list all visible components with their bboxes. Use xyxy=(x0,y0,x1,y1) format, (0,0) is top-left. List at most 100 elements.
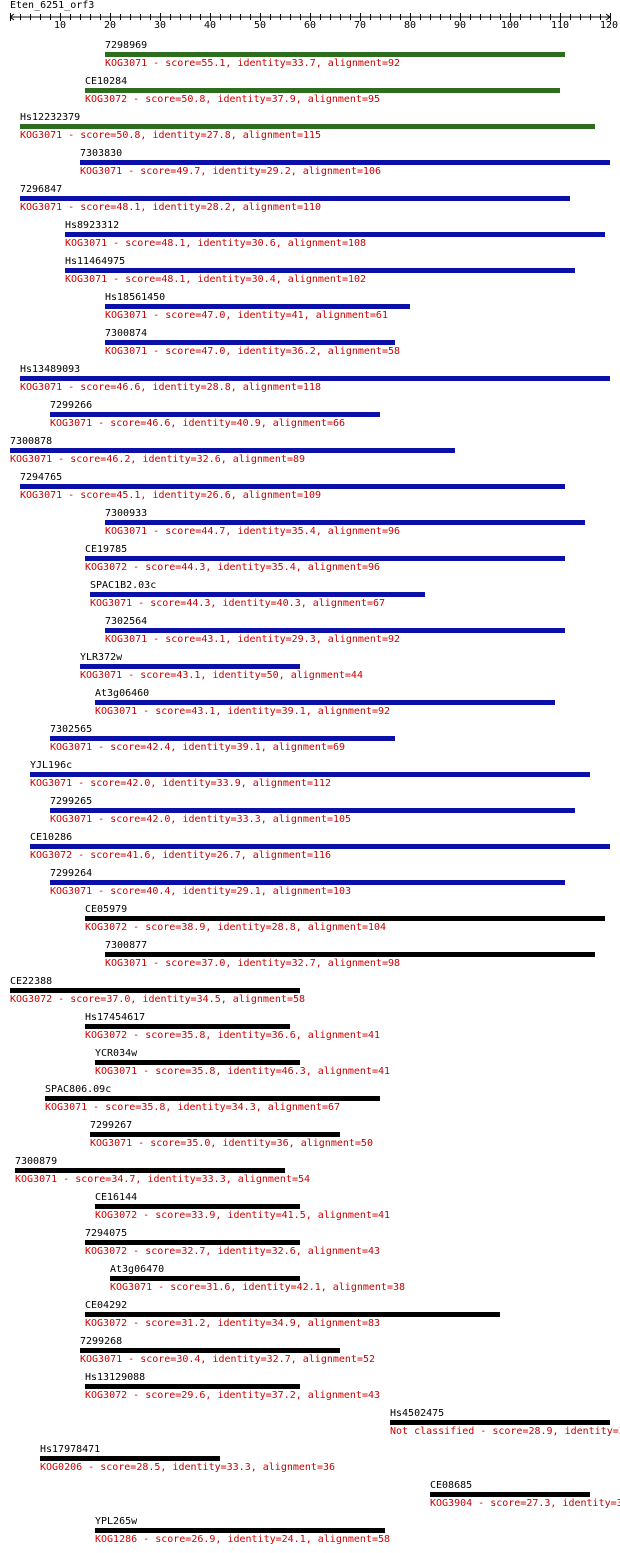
hit-description: KOG3071 - score=48.1, identity=30.6, ali… xyxy=(65,238,367,249)
hit-name: 7302565 xyxy=(50,724,93,735)
hit-description: KOG0206 - score=28.5, identity=33.3, ali… xyxy=(40,1462,336,1473)
hit-name: Hs17454617 xyxy=(85,1012,146,1023)
hit-name: 7299265 xyxy=(50,796,93,807)
hit-description: KOG3071 - score=42.4, identity=39.1, ali… xyxy=(50,742,346,753)
hit-description: KOG3071 - score=43.1, identity=50, align… xyxy=(80,670,363,681)
hit-bar xyxy=(85,556,565,561)
hit-bar xyxy=(105,520,585,525)
hit-name: CE22388 xyxy=(10,976,53,987)
hit-name: Hs8923312 xyxy=(65,220,120,231)
hit-description: KOG3071 - score=31.6, identity=42.1, ali… xyxy=(110,1282,406,1293)
hit-bar xyxy=(50,736,395,741)
hit-description: KOG3071 - score=30.4, identity=32.7, ali… xyxy=(80,1354,376,1365)
axis-tick-label: 30 xyxy=(153,20,167,31)
hit-name: Hs13129088 xyxy=(85,1372,146,1383)
hit-bar xyxy=(65,232,605,237)
hit-bar xyxy=(90,592,425,597)
hit-name: At3g06470 xyxy=(110,1264,165,1275)
hit-bar xyxy=(50,808,575,813)
hit-bar xyxy=(20,196,570,201)
hit-description: KOG3071 - score=44.3, identity=40.3, ali… xyxy=(90,598,386,609)
hit-description: KOG3071 - score=55.1, identity=33.7, ali… xyxy=(105,58,401,69)
hit-bar xyxy=(105,340,395,345)
hit-description: KOG3071 - score=48.1, identity=28.2, ali… xyxy=(20,202,322,213)
hit-description: KOG3071 - score=42.0, identity=33.3, ali… xyxy=(50,814,352,825)
axis-tick-label: 10 xyxy=(53,20,67,31)
axis-tick-label: 40 xyxy=(203,20,217,31)
hit-name: 7299264 xyxy=(50,868,93,879)
axis-tick-label: 80 xyxy=(403,20,417,31)
hit-description: KOG3071 - score=43.1, identity=29.3, ali… xyxy=(105,634,401,645)
hit-description: KOG3904 - score=27.3, identity=3 xyxy=(430,1498,620,1509)
hit-description: KOG3071 - score=46.6, identity=28.8, ali… xyxy=(20,382,322,393)
hit-name: CE04292 xyxy=(85,1300,128,1311)
hit-name: YPL265w xyxy=(95,1516,138,1527)
hit-name: CE05979 xyxy=(85,904,128,915)
hit-bar xyxy=(80,664,300,669)
hit-bar xyxy=(95,700,555,705)
axis-arrow-left xyxy=(9,13,15,21)
hit-description: KOG3071 - score=49.7, identity=29.2, ali… xyxy=(80,166,382,177)
hit-bar xyxy=(20,124,595,129)
hit-description: KOG3071 - score=35.0, identity=36, align… xyxy=(90,1138,373,1149)
hit-bar xyxy=(90,1132,340,1137)
hit-name: Hs13489093 xyxy=(20,364,81,375)
hit-bar xyxy=(45,1096,380,1101)
hit-description: KOG3071 - score=46.6, identity=40.9, ali… xyxy=(50,418,346,429)
hit-description: KOG3071 - score=47.0, identity=36.2, ali… xyxy=(105,346,401,357)
hit-description: KOG3071 - score=37.0, identity=32.7, ali… xyxy=(105,958,401,969)
hit-description: KOG3071 - score=44.7, identity=35.4, ali… xyxy=(105,526,401,537)
hit-description: Not classified - score=28.9, identity=3 xyxy=(390,1426,620,1437)
hit-bar xyxy=(85,1312,500,1317)
hit-description: KOG3071 - score=46.2, identity=32.6, ali… xyxy=(10,454,306,465)
hit-bar xyxy=(85,1024,290,1029)
hit-description: KOG3072 - score=35.8, identity=36.6, ali… xyxy=(85,1030,381,1041)
hit-bar xyxy=(85,916,605,921)
hit-name: 7299267 xyxy=(90,1120,133,1131)
axis-tick-label: 90 xyxy=(453,20,467,31)
hit-name: CE10286 xyxy=(30,832,73,843)
hit-bar xyxy=(10,448,455,453)
hit-name: 7303830 xyxy=(80,148,123,159)
hit-bar xyxy=(20,484,565,489)
hit-description: KOG3072 - score=41.6, identity=26.7, ali… xyxy=(30,850,332,861)
hit-name: 7302564 xyxy=(105,616,148,627)
axis-arrow-right xyxy=(605,13,611,21)
hit-description: KOG3071 - score=35.8, identity=46.3, ali… xyxy=(95,1066,391,1077)
hit-description: KOG3071 - score=48.1, identity=30.4, ali… xyxy=(65,274,367,285)
hit-name: CE19785 xyxy=(85,544,128,555)
hit-bar xyxy=(40,1456,220,1461)
hit-name: 7296847 xyxy=(20,184,63,195)
hit-bar xyxy=(105,304,410,309)
axis-tick-label: 100 xyxy=(500,20,520,31)
hit-description: KOG3072 - score=31.2, identity=34.9, ali… xyxy=(85,1318,381,1329)
hit-name: 7300877 xyxy=(105,940,148,951)
axis-tick-label: 120 xyxy=(599,20,618,31)
hit-bar xyxy=(85,1240,300,1245)
hit-name: 7300874 xyxy=(105,328,148,339)
axis-tick-label: 70 xyxy=(353,20,367,31)
hit-bar xyxy=(85,88,560,93)
query-name: Eten_6251_orf3 xyxy=(10,0,95,11)
hit-description: KOG3072 - score=44.3, identity=35.4, ali… xyxy=(85,562,381,573)
hit-description: KOG3071 - score=34.7, identity=33.3, ali… xyxy=(15,1174,311,1185)
hit-name: YLR372w xyxy=(80,652,123,663)
hit-name: 7300878 xyxy=(10,436,53,447)
hit-name: SPAC806.09c xyxy=(45,1084,112,1095)
axis-tick-label: 60 xyxy=(303,20,317,31)
hit-name: 7300879 xyxy=(15,1156,58,1167)
hit-description: KOG3071 - score=42.0, identity=33.9, ali… xyxy=(30,778,332,789)
hit-bar xyxy=(430,1492,590,1497)
hit-description: KOG3071 - score=43.1, identity=39.1, ali… xyxy=(95,706,391,717)
hit-description: KOG3071 - score=40.4, identity=29.1, ali… xyxy=(50,886,352,897)
hit-bar xyxy=(95,1060,300,1065)
axis-tick-label: 110 xyxy=(550,20,570,31)
hit-bar xyxy=(50,880,565,885)
hit-name: 7294765 xyxy=(20,472,63,483)
query-axis xyxy=(9,13,611,21)
hit-description: KOG3072 - score=37.0, identity=34.5, ali… xyxy=(10,994,306,1005)
hit-description: KOG1286 - score=26.9, identity=24.1, ali… xyxy=(95,1534,391,1545)
hit-bar xyxy=(110,1276,300,1281)
hit-name: 7299268 xyxy=(80,1336,123,1347)
